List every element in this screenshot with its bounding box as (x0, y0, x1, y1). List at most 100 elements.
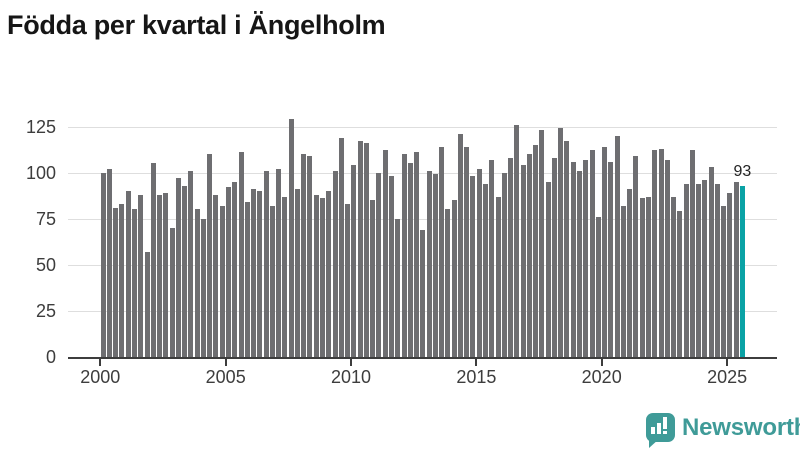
bar-2000Q2 (106, 169, 112, 357)
bar-2002Q4 (169, 228, 175, 357)
x-tick-2020 (600, 359, 603, 366)
bar-2008Q4 (320, 198, 325, 357)
bar-2015Q4 (495, 197, 501, 357)
x-tick-label-2000: 2000 (80, 367, 121, 387)
exclamation-icon (663, 417, 667, 429)
bar-2001Q2 (131, 209, 137, 357)
bar-2010Q2 (357, 141, 363, 357)
bar-2016Q1 (501, 173, 507, 357)
bar-2022Q4 (671, 197, 676, 357)
gridline-125 (68, 127, 777, 128)
bar-2006Q3 (263, 171, 269, 357)
y-tick-label-75: 75 (35, 209, 56, 229)
x-tick-2025 (726, 359, 729, 366)
bar-2018Q3 (564, 141, 570, 357)
bar-2013Q2 (432, 174, 438, 357)
bar-2012Q3 (414, 152, 419, 357)
y-tick-label-50: 50 (35, 255, 56, 275)
bar-2012Q2 (407, 163, 413, 357)
bar-2003Q4 (194, 209, 200, 357)
x-tick-label-2010: 2010 (330, 367, 372, 387)
bar-2020Q3 (614, 136, 620, 357)
bar-2011Q1 (376, 173, 382, 357)
bar-2005Q4 (244, 202, 250, 357)
bar-2007Q3 (288, 119, 294, 357)
bar-2016Q4 (520, 165, 526, 357)
bar-2019Q3 (589, 150, 595, 357)
bar-2007Q1 (276, 169, 282, 357)
bar-2020Q2 (608, 162, 614, 357)
bar-2017Q1 (526, 154, 532, 357)
bar-2009Q1 (326, 191, 332, 357)
newsworthy-logo: Newsworthy (644, 411, 800, 448)
bar-2000Q3 (113, 208, 119, 357)
bar-2017Q2 (533, 145, 539, 357)
bar-2008Q2 (307, 156, 313, 357)
bar-2015Q2 (482, 184, 488, 357)
bar-2009Q2 (332, 171, 338, 357)
bar-2019Q1 (577, 171, 582, 357)
bar-2004Q2 (207, 154, 213, 357)
x-tick-label-2015: 2015 (456, 367, 497, 387)
bar-2010Q4 (370, 200, 376, 357)
bar-2023Q3 (689, 150, 695, 357)
speech-bubble-tail (649, 439, 659, 448)
bar-2021Q3 (639, 198, 645, 357)
bar-2016Q2 (508, 158, 513, 357)
bar-2024Q1 (702, 180, 708, 357)
x-tick-label-2025: 2025 (707, 367, 748, 387)
bar-2012Q4 (420, 230, 426, 357)
bar-2022Q2 (658, 149, 664, 357)
bar-2003Q3 (188, 171, 194, 357)
x-tick-2010 (350, 359, 352, 366)
chart-title: Födda per kvartal i Ängelholm (7, 10, 386, 40)
bar-2001Q4 (144, 252, 150, 357)
bar-2024Q2 (708, 167, 714, 357)
bar-2022Q3 (664, 160, 670, 357)
bar-2018Q1 (551, 158, 557, 357)
bar-2000Q1 (100, 173, 106, 357)
bar-2010Q1 (351, 165, 357, 357)
bar-2021Q2 (633, 156, 639, 357)
bar-2014Q1 (451, 200, 457, 357)
bar-2006Q1 (251, 189, 256, 357)
bar-2023Q2 (683, 184, 689, 357)
bar-2007Q4 (294, 189, 300, 357)
bar-2005Q3 (238, 152, 244, 357)
bar-2025Q1 (727, 193, 733, 357)
newsworthy-bubble-icon (646, 413, 675, 442)
bar-2007Q2 (282, 197, 288, 357)
bar-2005Q2 (232, 182, 238, 357)
bar-2003Q1 (175, 178, 181, 357)
bar-2014Q3 (464, 147, 470, 357)
bar-2002Q1 (150, 163, 156, 357)
bar-2019Q2 (583, 160, 589, 357)
bar-value-label: 93 (733, 162, 752, 180)
x-tick-label-2005: 2005 (205, 367, 246, 387)
bar-2023Q1 (677, 211, 683, 357)
bar-2010Q3 (363, 143, 369, 357)
bar-2011Q4 (395, 219, 401, 357)
bar-2009Q4 (345, 204, 351, 357)
bar-2018Q4 (570, 162, 576, 357)
y-tick-label-0: 0 (45, 347, 56, 367)
bar-2020Q1 (602, 147, 607, 357)
bar-2024Q4 (721, 206, 727, 357)
bar-2015Q1 (476, 169, 482, 357)
bar-2014Q2 (457, 134, 463, 357)
bar-2001Q1 (125, 191, 131, 357)
bar-2003Q2 (182, 186, 188, 357)
bar-2005Q1 (226, 187, 231, 357)
bar-2024Q3 (714, 184, 720, 357)
bar-2013Q1 (426, 171, 432, 357)
bar-2008Q3 (313, 195, 319, 357)
y-tick-label-100: 100 (25, 163, 56, 183)
bar-2000Q4 (119, 204, 125, 357)
bar-2019Q4 (595, 217, 601, 357)
bar-2021Q1 (627, 189, 633, 357)
bar-2006Q2 (257, 191, 263, 357)
y-tick-label-125: 125 (25, 117, 56, 137)
bar-2014Q4 (470, 176, 476, 357)
bar-2013Q3 (439, 147, 445, 357)
bar-2002Q3 (163, 193, 169, 357)
